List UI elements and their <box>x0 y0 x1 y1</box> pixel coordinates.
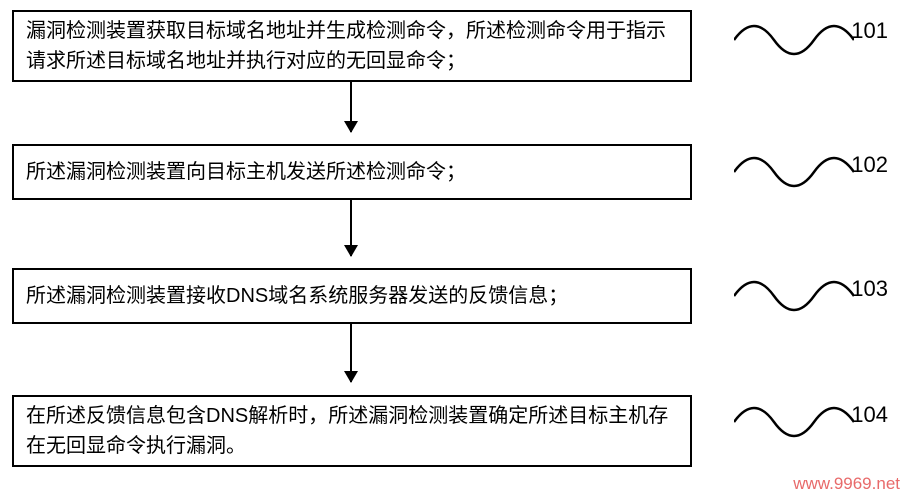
step-number-label: 104 <box>851 402 888 428</box>
step-box-101: 漏洞检测装置获取目标域名地址并生成检测命令，所述检测命令用于指示请求所述目标域名… <box>12 10 692 82</box>
wave-connector-icon <box>734 20 854 62</box>
step-number-label: 103 <box>851 276 888 302</box>
wave-connector-icon <box>734 402 854 444</box>
step-box-104: 在所述反馈信息包含DNS解析时，所述漏洞检测装置确定所述目标主机存在无回显命令执… <box>12 395 692 467</box>
step-text: 所述漏洞检测装置接收DNS域名系统服务器发送的反馈信息； <box>26 281 678 311</box>
flow-arrow-icon <box>350 324 352 382</box>
wave-connector-icon <box>734 276 854 318</box>
watermark-text: www.9969.net <box>793 474 900 494</box>
step-box-103: 所述漏洞检测装置接收DNS域名系统服务器发送的反馈信息； <box>12 268 692 324</box>
step-text: 所述漏洞检测装置向目标主机发送所述检测命令； <box>26 157 678 187</box>
flowchart-container: 漏洞检测装置获取目标域名地址并生成检测命令，所述检测命令用于指示请求所述目标域名… <box>0 0 914 500</box>
step-text: 漏洞检测装置获取目标域名地址并生成检测命令，所述检测命令用于指示请求所述目标域名… <box>26 16 678 76</box>
wave-connector-icon <box>734 152 854 194</box>
flow-arrow-icon <box>350 82 352 132</box>
step-box-102: 所述漏洞检测装置向目标主机发送所述检测命令； <box>12 144 692 200</box>
step-number-label: 102 <box>851 152 888 178</box>
step-text: 在所述反馈信息包含DNS解析时，所述漏洞检测装置确定所述目标主机存在无回显命令执… <box>26 401 678 461</box>
step-number-label: 101 <box>851 18 888 44</box>
flow-arrow-icon <box>350 200 352 256</box>
